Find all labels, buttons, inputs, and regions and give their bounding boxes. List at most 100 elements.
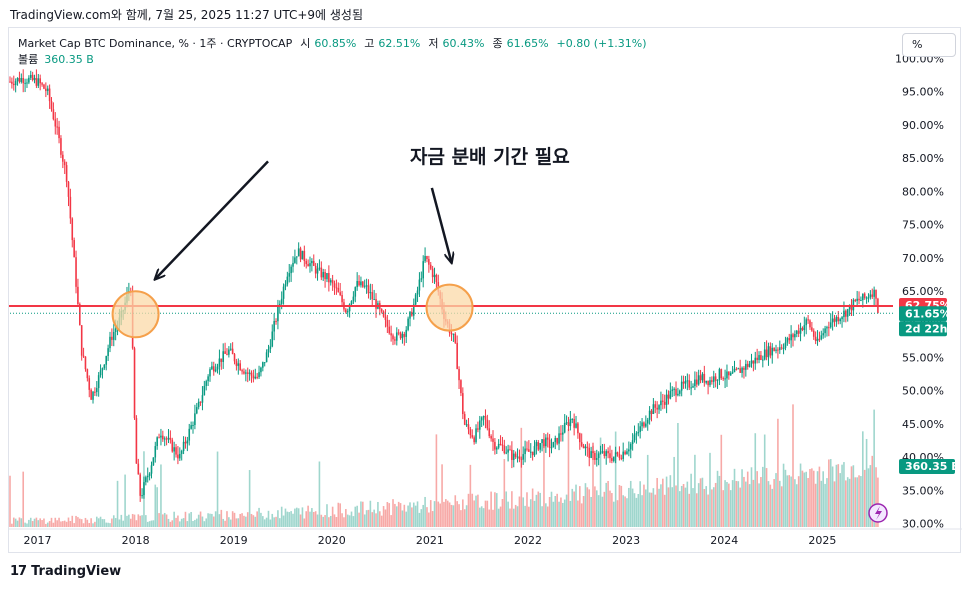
chart-frame [8,27,961,553]
volume-bar [722,490,724,527]
candle-body [352,296,355,301]
candle-body [143,482,145,496]
volume-bar [211,513,213,527]
candle-body [714,376,717,381]
volume-bar [533,500,536,527]
candle-body [435,274,438,283]
candle-body [454,333,457,343]
volume-bar [465,505,468,527]
volume-bar [550,491,553,527]
candle-body [845,310,847,317]
volume-bar [456,501,458,527]
volume-bar [669,475,672,527]
candle-body [363,285,366,287]
candle-body [782,347,785,349]
candle-body [682,381,685,384]
candle-body [869,294,872,298]
volume-bar [80,519,83,527]
candle-body [514,453,517,457]
volume-bar [390,515,392,527]
candle-body [267,349,270,353]
volume-bar [433,501,436,527]
volume-bar [471,493,474,527]
volume-bar [403,504,406,527]
candle-body [103,364,106,369]
volume-bar [150,520,153,527]
volume-bar [82,523,85,527]
volume-bar [199,511,202,527]
candle-body [535,442,538,447]
candle-body [286,276,289,285]
volume-bar [750,467,753,527]
candle-body [9,81,11,83]
volume-bar [86,519,89,527]
volume-bar [699,478,702,527]
candle-body [152,457,155,466]
candle-body [175,447,177,455]
candle-body [539,443,541,450]
candle-body [860,300,862,302]
candle-body [863,293,866,298]
volume-bar [228,517,230,527]
candle-body [548,439,551,448]
volume-bar [495,493,498,527]
volume-bar [309,511,311,527]
volume-bar [275,516,277,527]
candle-body [663,401,666,405]
volume-bar [554,496,557,527]
candle-body [620,457,623,459]
volume-bar [877,477,879,527]
candle-body [403,333,406,337]
volume-bar [484,500,487,527]
volume-bar [169,521,172,527]
candle-body [582,445,585,449]
candle-body [790,334,792,341]
volume-bar [284,508,287,527]
percent-scale-button[interactable]: % [902,33,956,57]
volume-bar [65,521,68,527]
candle-body [658,405,660,410]
volume-value-tag: 360.35 B [905,460,960,473]
candle-body [637,431,640,434]
volume-bar [9,475,11,527]
y-tick-label: 75.00% [902,219,944,232]
volume-bar [260,512,262,527]
candle-body [699,375,702,381]
volume-bar [126,515,128,527]
symbol-title: Market Cap BTC Dominance, % · 1주 · CRYPT… [18,37,293,50]
candle-body [805,319,808,326]
candle-body [835,316,838,322]
x-tick-label: 2018 [122,534,150,547]
volume-bar [101,519,104,527]
volume-bar [684,487,687,527]
candle-body [641,422,643,427]
candle-body [565,422,568,424]
candle-body [386,319,389,327]
candle-body [654,404,657,408]
candle-body [748,363,751,367]
volume-bar [754,433,757,527]
volume-bar [545,503,547,527]
volume-bar [703,489,706,527]
close-value: 61.65% [506,36,549,50]
volume-bar [148,521,151,527]
volume-bar [190,511,192,527]
candle-body [295,256,298,258]
volume-bars [9,404,879,527]
candle-body [392,335,394,340]
candle-body [162,435,164,440]
candle-body [95,388,98,393]
candle-body [203,385,206,396]
volume-bar [177,515,179,527]
volume-bar [146,521,149,527]
candle-body [405,329,408,337]
candle-body [46,88,49,92]
candle-body [52,109,55,120]
volume-bar [352,516,355,527]
y-tick-label: 55.00% [902,351,944,364]
candle-body [22,77,25,84]
volume-bar [212,516,215,527]
candle-body [243,371,245,374]
candle-body [14,81,17,86]
